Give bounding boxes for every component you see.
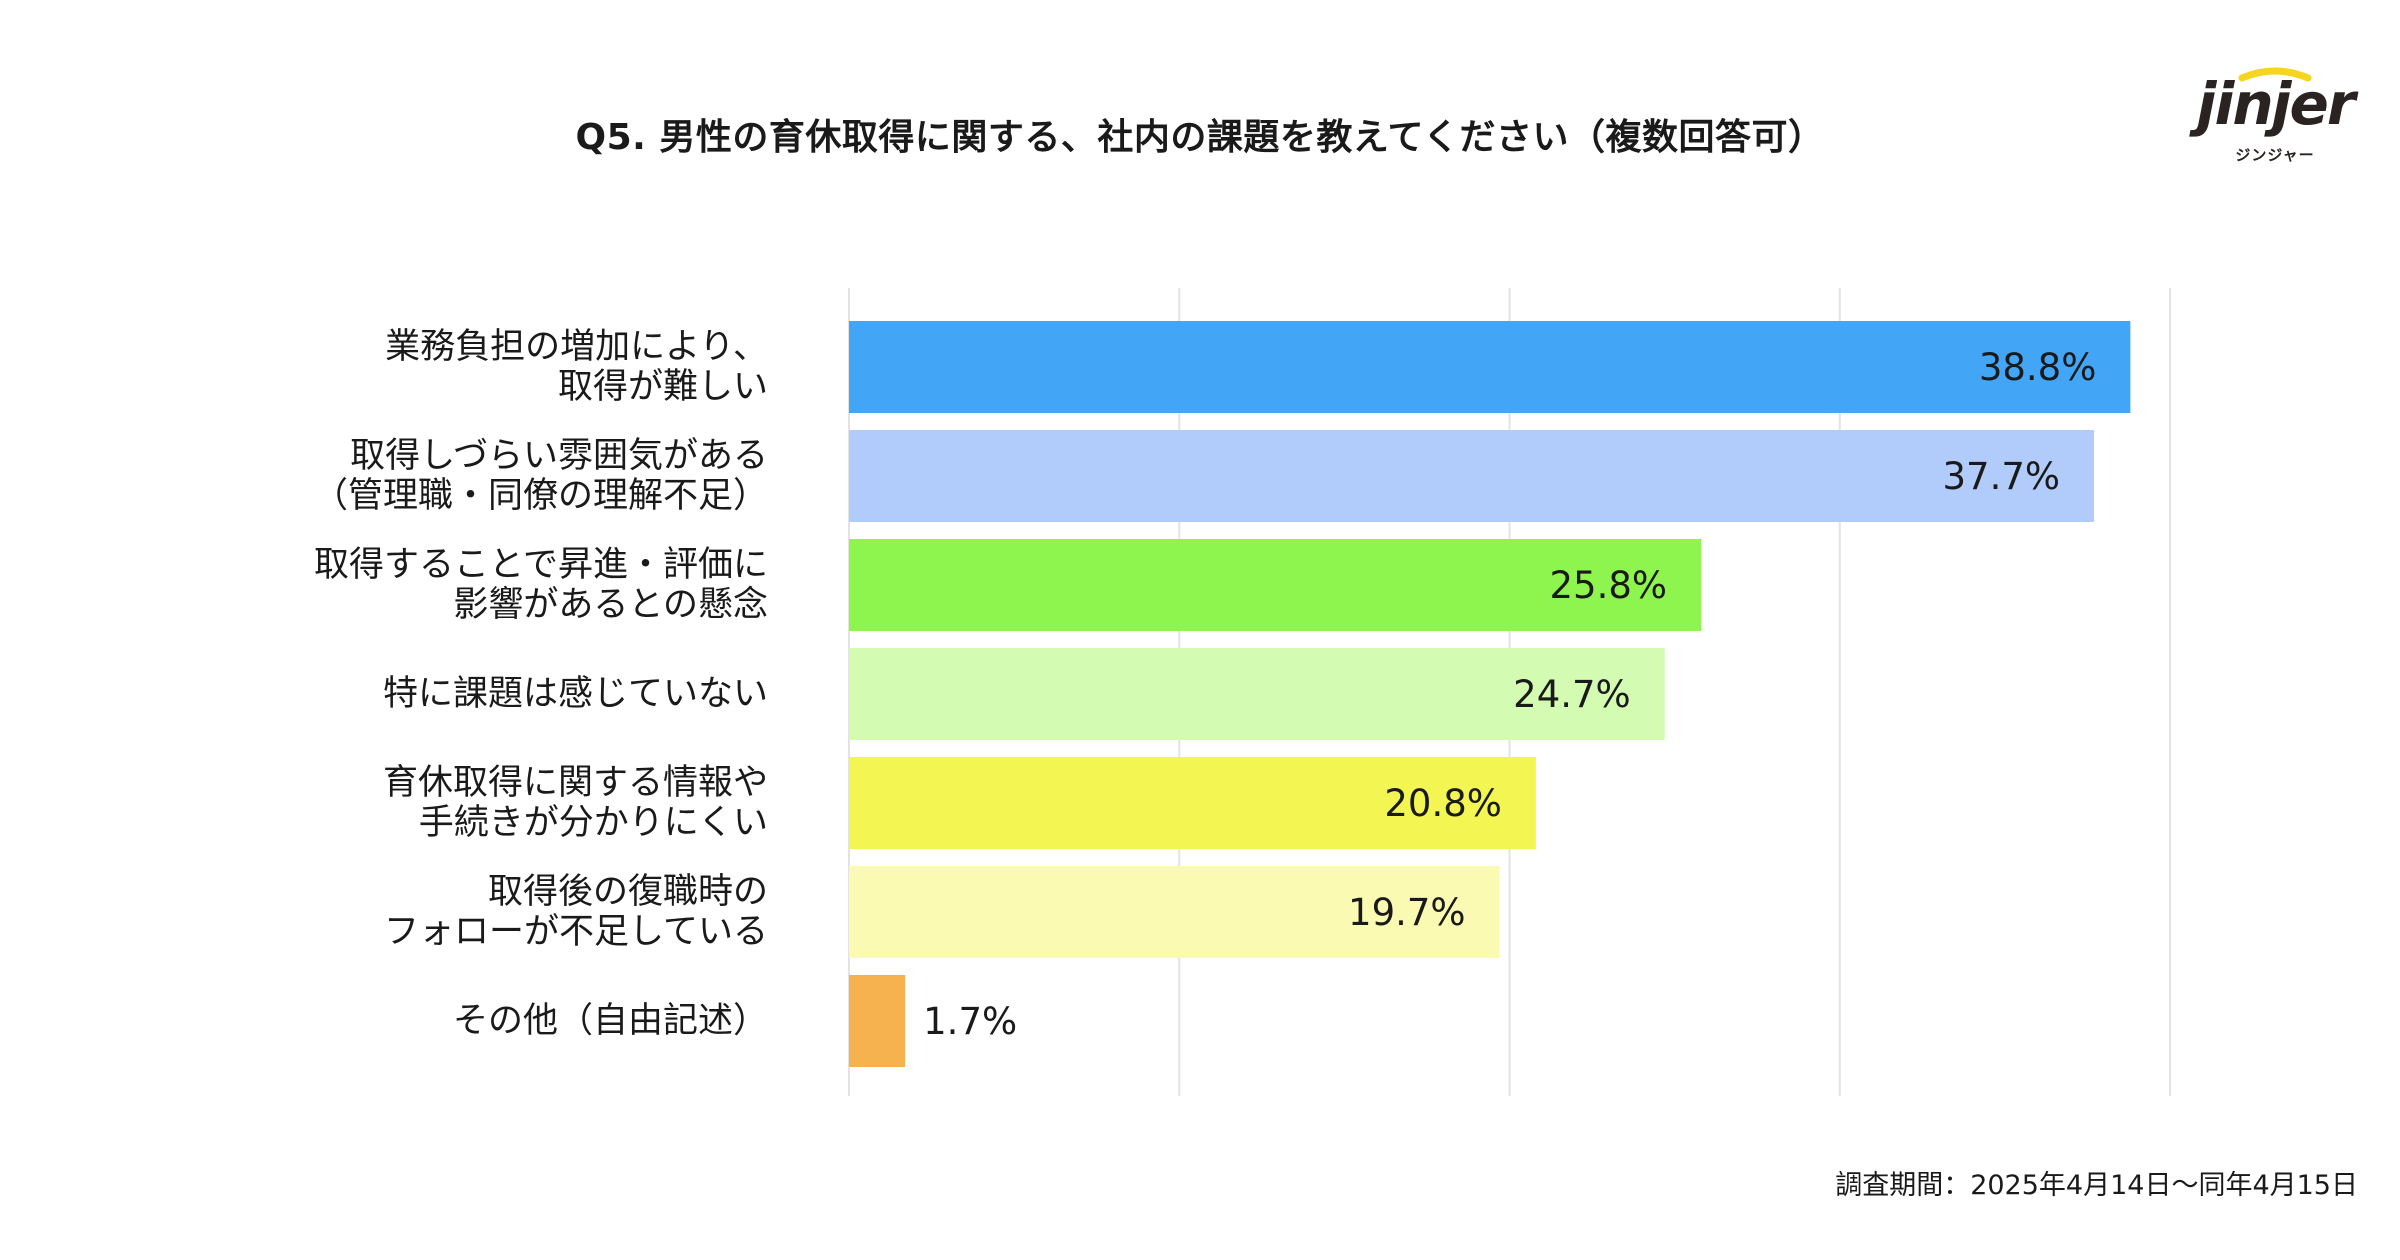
category-label-line: 取得することで昇進・評価に [314, 545, 768, 585]
category-label-line: 取得が難しい [557, 367, 768, 407]
logo-crown-icon [2238, 67, 2312, 82]
category-label-line: （管理職・同僚の理解不足） [312, 476, 768, 516]
category-label-2: 取得しづらい雰囲気がある （管理職・同僚の理解不足） [248, 436, 768, 516]
value-label-1: 38.8% [1979, 346, 2097, 389]
bar-2 [849, 430, 2095, 522]
category-label-line: 取得後の復職時の [487, 872, 768, 912]
category-label-1: 業務負担の増加により、 取得が難しい [248, 327, 768, 407]
category-label-3: 取得することで昇進・評価に 影響があるとの懸念 [248, 545, 768, 625]
category-label-line: 業務負担の増加により、 [385, 327, 768, 367]
category-label-line: その他（自由記述） [452, 1001, 768, 1041]
value-label-2: 37.7% [1942, 455, 2060, 498]
category-label-7: その他（自由記述） [248, 1001, 768, 1041]
value-label-7: 1.7% [923, 1000, 1017, 1043]
category-label-6: 取得後の復職時の フォローが不足している [248, 872, 768, 952]
logo-wordmark: jinjer [2196, 70, 2356, 138]
bar-7 [849, 975, 906, 1067]
chart-title: Q5. 男性の育休取得に関する、社内の課題を教えてください（複数回答可） [575, 117, 1825, 158]
logo-subtitle: ジンジャー [2235, 146, 2315, 164]
bar-3 [849, 539, 1702, 631]
bar-1 [849, 321, 2131, 413]
bar-5 [849, 757, 1536, 849]
category-label-line: 取得しづらい雰囲気がある [350, 436, 768, 476]
survey-period: 調査期間：2025年4月14日〜同年4月15日 [1835, 1170, 2358, 1201]
category-label-line: 育休取得に関する情報や [382, 763, 768, 803]
category-label-line: 特に課題は感じていない [382, 674, 768, 714]
category-label-line: フォローが不足している [384, 912, 768, 952]
bar-4 [849, 648, 1665, 740]
value-label-4: 24.7% [1513, 673, 1631, 716]
value-label-3: 25.8% [1549, 564, 1667, 607]
bar-6 [849, 866, 1500, 958]
category-label-line: 手続きが分かりにくい [418, 803, 768, 843]
category-label-line: 影響があるとの懸念 [453, 585, 768, 625]
value-label-5: 20.8% [1384, 782, 1502, 825]
value-label-6: 19.7% [1348, 891, 1466, 934]
jinjer-logo: jinjer ジンジャー [2180, 62, 2370, 172]
category-label-4: 特に課題は感じていない [248, 674, 768, 714]
category-label-5: 育休取得に関する情報や 手続きが分かりにくい [248, 763, 768, 843]
